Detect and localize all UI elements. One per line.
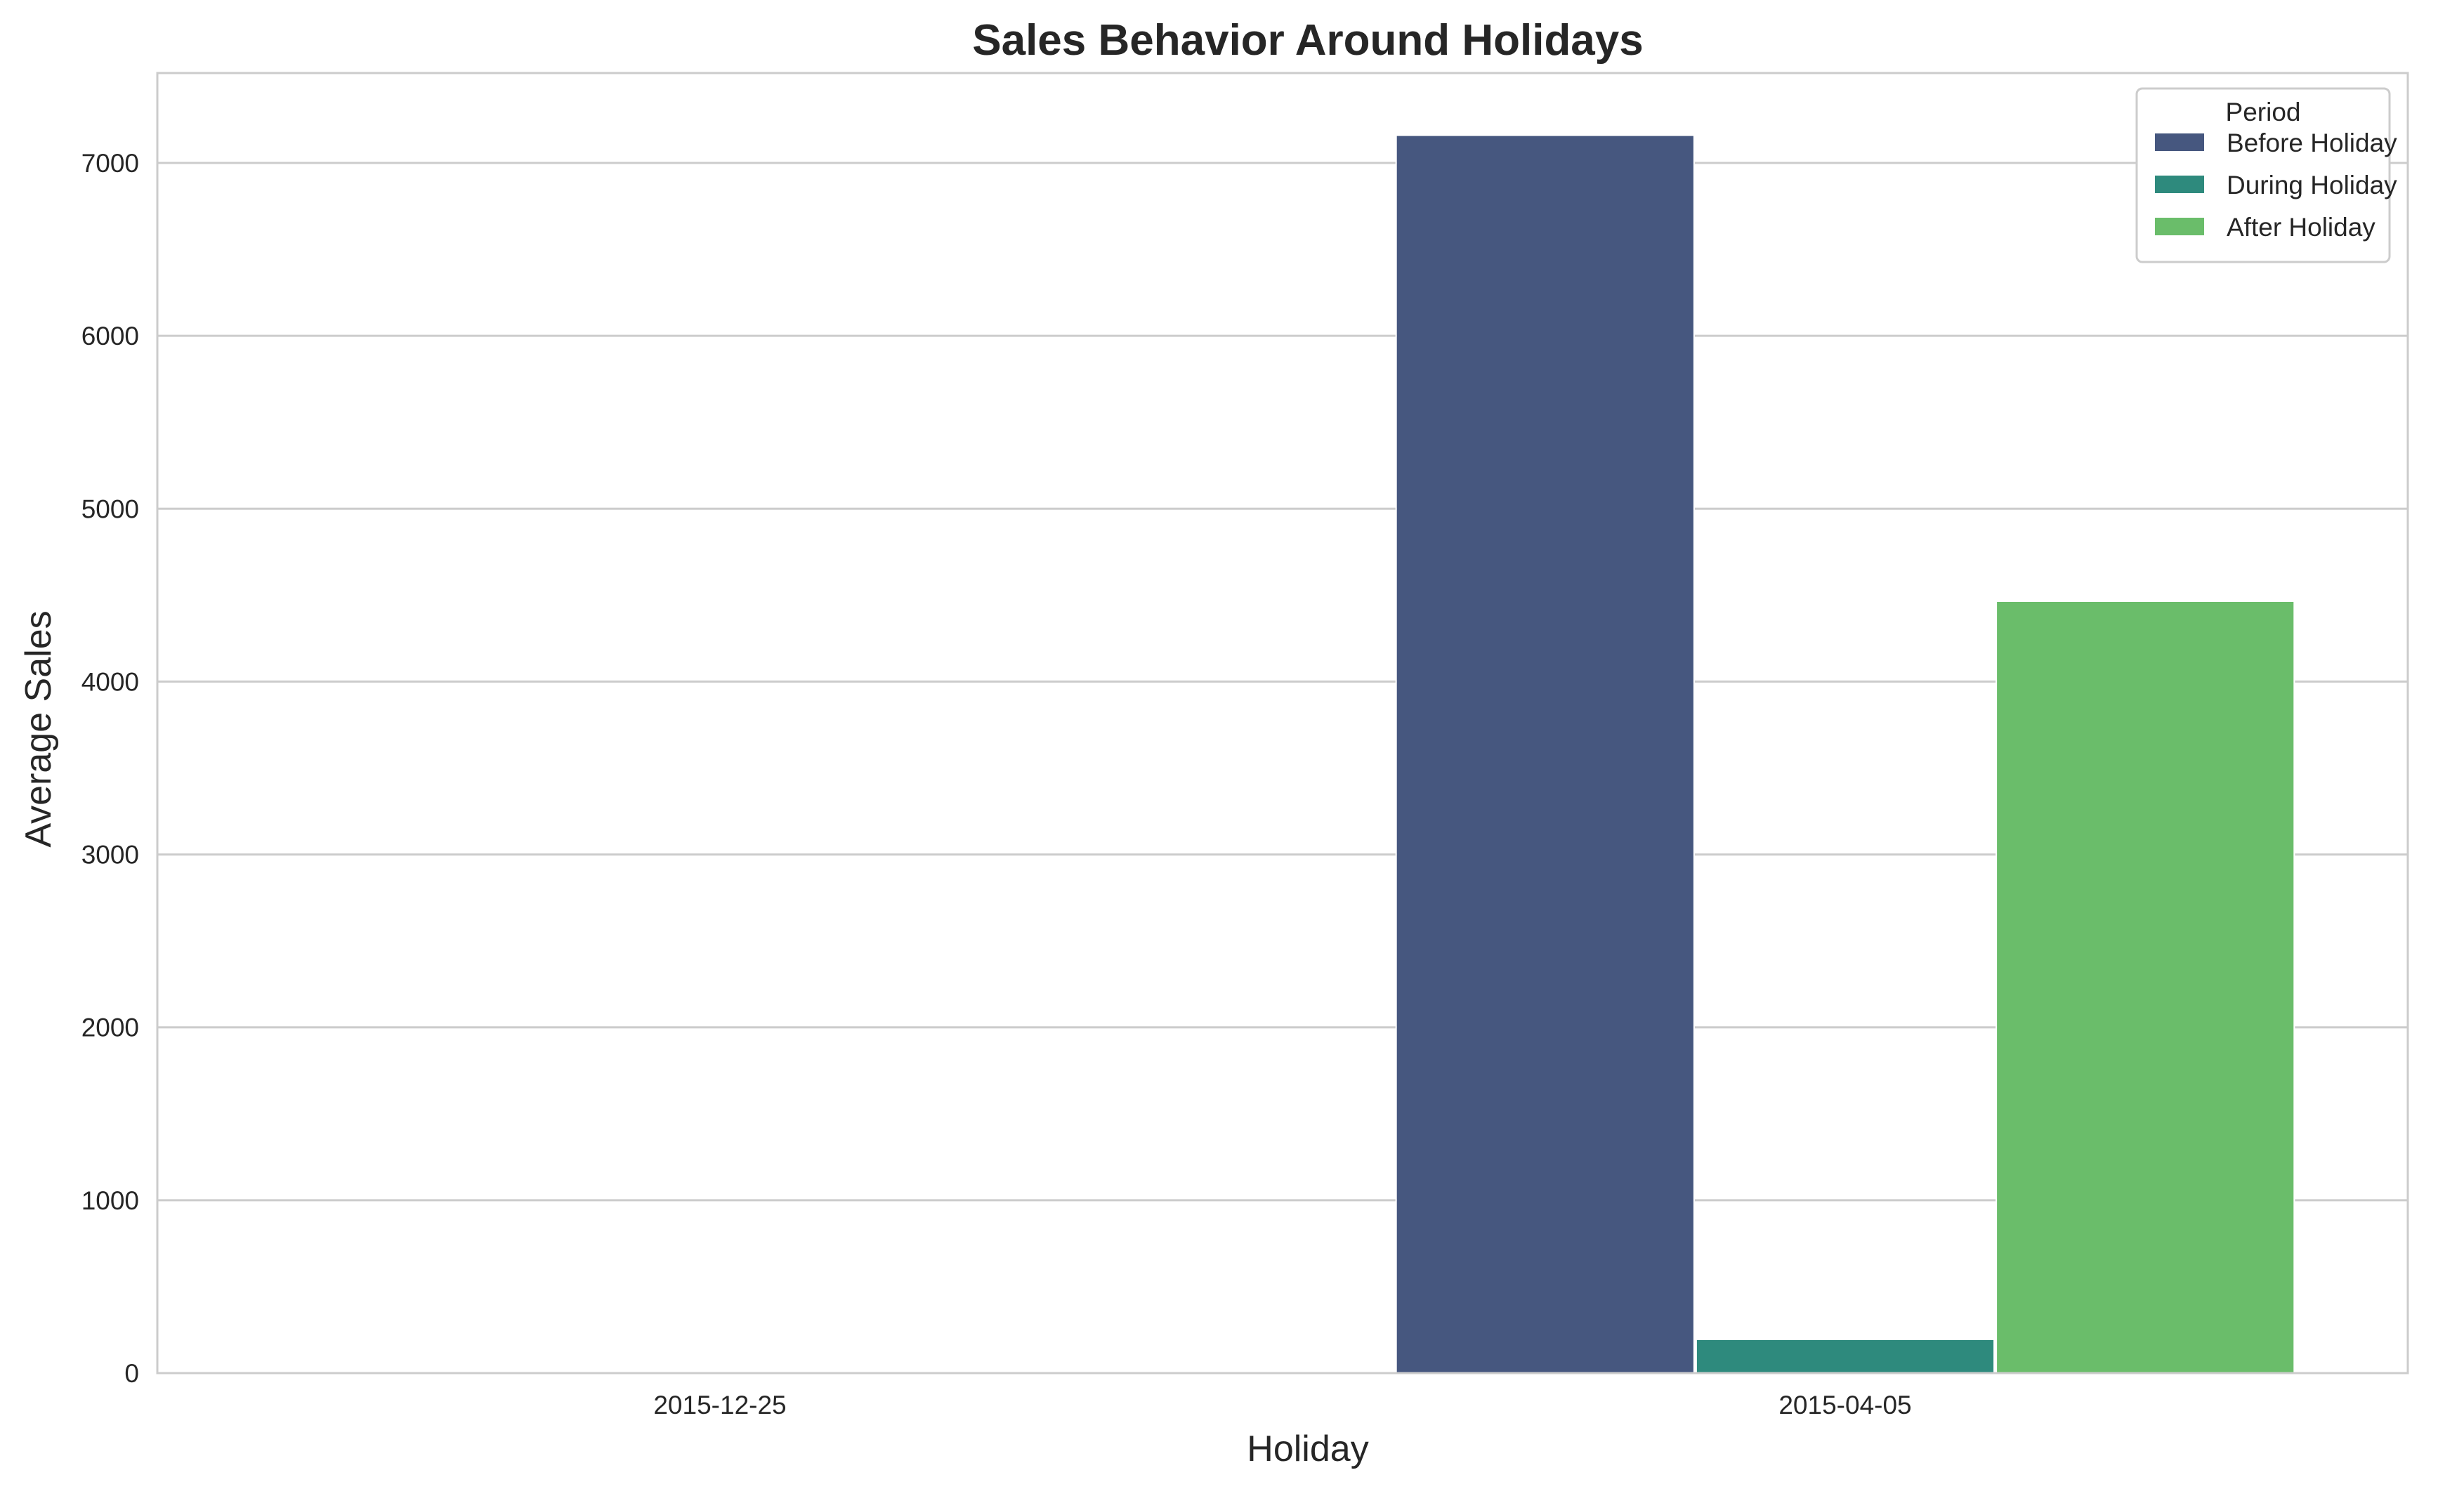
legend-label: Before Holiday: [2227, 129, 2397, 157]
bar-before-holiday-2015-04-05: [1395, 134, 1695, 1375]
y-axis-label: Average Sales: [18, 610, 59, 847]
legend-title: Period: [2226, 98, 2301, 126]
y-tick-label: 4000: [81, 667, 139, 696]
legend-swatch: [2155, 133, 2204, 151]
legend-label: During Holiday: [2227, 171, 2397, 199]
y-tick-label: 0: [124, 1359, 139, 1388]
chart-title: Sales Behavior Around Holidays: [972, 16, 1644, 65]
legend-swatch: [2155, 176, 2204, 193]
y-tick-label: 6000: [81, 322, 139, 350]
y-tick-labels: 0 1000 2000 3000 4000 5000 6000 7000: [81, 149, 139, 1388]
legend-swatch: [2155, 218, 2204, 235]
x-tick-label: 2015-04-05: [1778, 1391, 1911, 1419]
legend-entries: Before Holiday During Holiday After Holida…: [2155, 129, 2397, 242]
bar-during-holiday-2015-04-05: [1695, 1339, 1996, 1374]
y-tick-label: 7000: [81, 149, 139, 178]
legend-label: After Holiday: [2227, 213, 2375, 242]
x-tick-label: 2015-12-25: [653, 1391, 786, 1419]
y-tick-label: 1000: [81, 1186, 139, 1215]
y-tick-label: 5000: [81, 494, 139, 523]
x-tick-labels: 2015-12-25 2015-04-05: [653, 1391, 1911, 1419]
x-axis-label: Holiday: [1247, 1429, 1368, 1469]
y-tick-label: 2000: [81, 1014, 139, 1042]
bars: [1395, 134, 2295, 1375]
plot-frame: [156, 72, 2409, 1375]
bar-after-holiday-2015-04-05: [1996, 600, 2295, 1374]
y-tick-label: 3000: [81, 841, 139, 870]
legend: Period Before Holiday During Holiday After…: [2135, 87, 2397, 263]
